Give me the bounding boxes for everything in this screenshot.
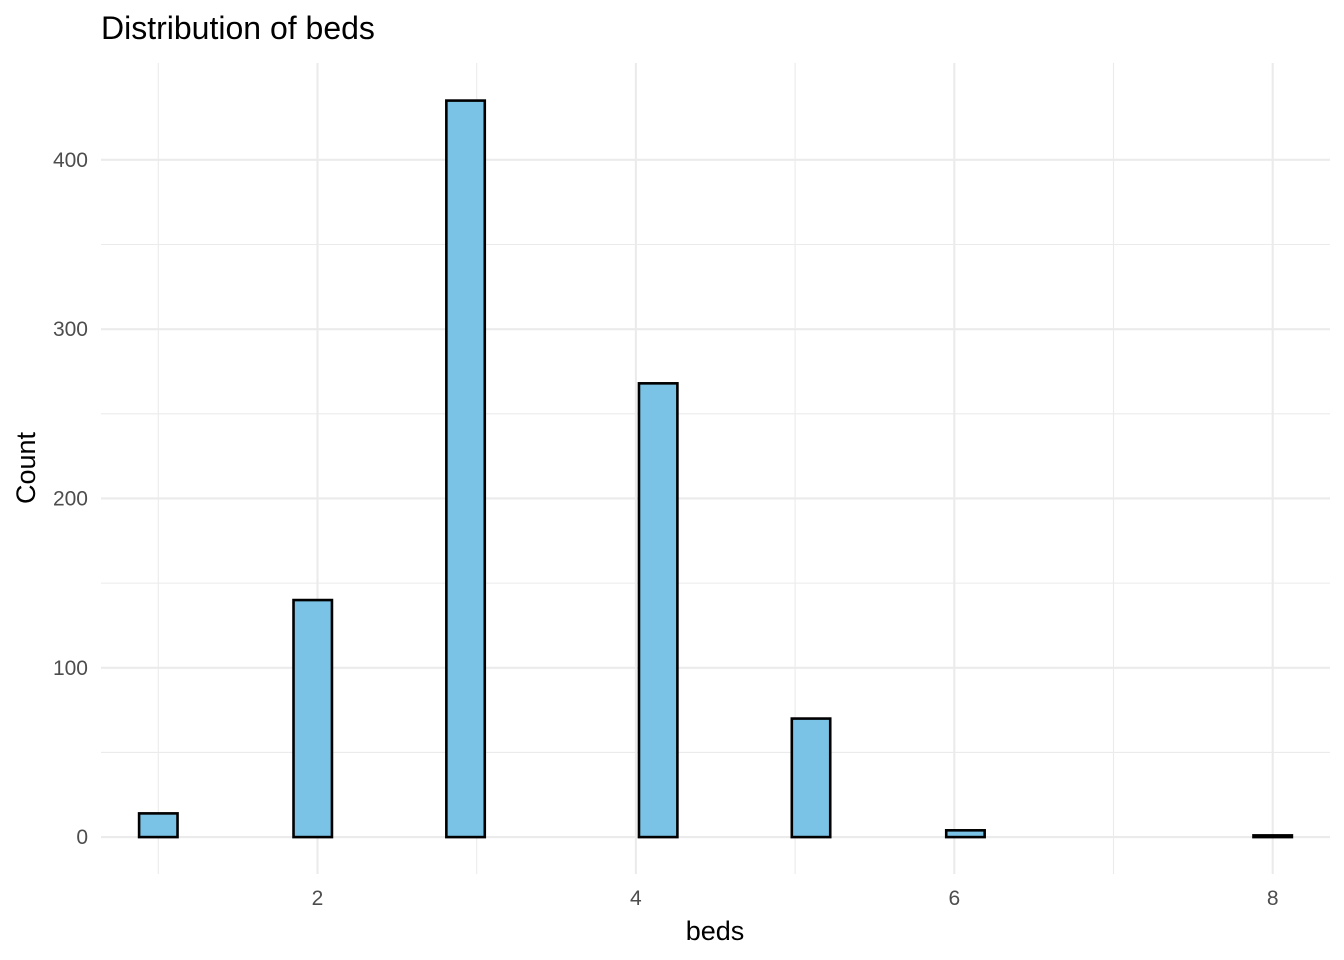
bars	[137, 99, 1294, 839]
y-tick-label: 100	[53, 657, 88, 680]
histogram-bar	[137, 812, 179, 839]
grid-lines	[101, 63, 1330, 874]
y-axis-title: Count	[11, 431, 41, 504]
histogram-bar	[445, 99, 487, 839]
histogram-bar	[292, 598, 334, 839]
x-axis-title: beds	[686, 916, 745, 946]
y-tick-label: 400	[53, 149, 88, 172]
histogram-bar	[790, 717, 832, 839]
x-tick-label: 4	[630, 887, 642, 910]
histogram-bar	[1252, 834, 1294, 839]
histogram-bar	[637, 382, 679, 839]
histogram-bar	[944, 829, 986, 839]
y-tick-label: 300	[53, 318, 88, 341]
x-tick-label: 6	[948, 887, 960, 910]
x-tick-label: 2	[312, 887, 324, 910]
y-axis-tick-labels: 0 100 200 300 400	[53, 149, 88, 849]
y-tick-label: 200	[53, 487, 88, 510]
chart-title: Distribution of beds	[101, 10, 375, 46]
y-tick-label: 0	[76, 826, 88, 849]
x-tick-label: 8	[1267, 887, 1279, 910]
x-axis-tick-labels: 2 4 6 8	[312, 887, 1279, 910]
